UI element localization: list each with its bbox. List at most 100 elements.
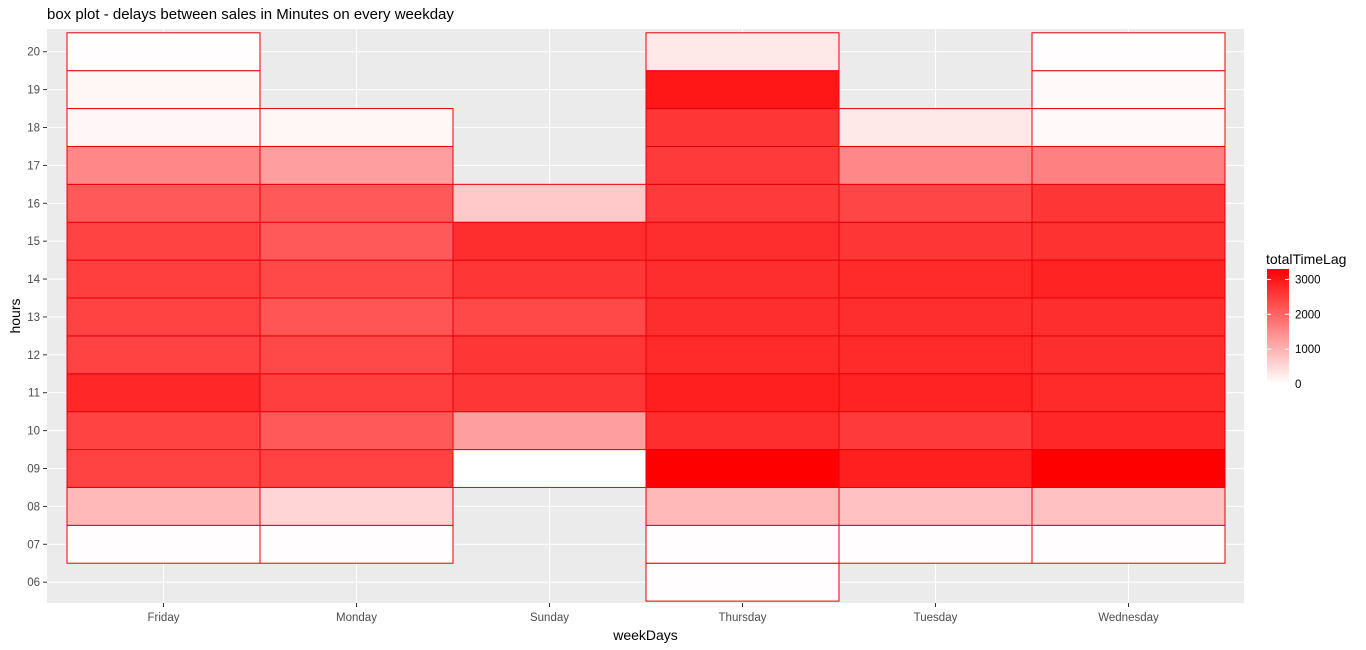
heatmap-cell [452, 411, 647, 451]
heatmap-cell [259, 486, 454, 526]
heatmap-cell [645, 297, 840, 337]
heatmap-cell [838, 221, 1033, 261]
heatmap-cell [259, 145, 454, 185]
y-tick-label: 06 [27, 577, 40, 589]
heatmap-cell [838, 335, 1033, 375]
heatmap-cell [452, 183, 647, 223]
heatmap-cell [838, 145, 1033, 185]
heatmap-cell [452, 259, 647, 299]
heatmap-cell [1031, 70, 1226, 110]
heatmap-cell [452, 335, 647, 375]
y-tick-label: 18 [27, 123, 40, 135]
chart-title: box plot - delays between sales in Minut… [47, 6, 454, 23]
y-tick-label: 08 [27, 501, 40, 513]
legend-tick-label: 3000 [1295, 274, 1321, 286]
heatmap-cell [259, 221, 454, 261]
heatmap-cell [66, 486, 261, 526]
heatmap-cell [645, 221, 840, 261]
heatmap-cell [645, 183, 840, 223]
heatmap-cell [1031, 183, 1226, 223]
heatmap-cell [66, 335, 261, 375]
heatmap-cell [838, 108, 1033, 147]
heatmap-cell [1031, 524, 1226, 564]
heatmap-cell [645, 145, 840, 185]
x-axis-title: weekDays [612, 627, 678, 643]
heatmap-cell [645, 373, 840, 413]
heatmap-cell [1031, 373, 1226, 413]
heatmap-cell [259, 259, 454, 299]
x-tick-label: Sunday [530, 612, 569, 624]
y-tick-label: 10 [27, 426, 40, 438]
y-tick-label: 17 [27, 160, 40, 172]
heatmap-cell [259, 335, 454, 375]
heatmap-cell [645, 486, 840, 526]
heatmap-cell [838, 449, 1033, 488]
heatmap-cell [1031, 449, 1226, 488]
y-axis: 06 07 08 09 10 11 12 13 14 15 16 17 18 19 20 [27, 47, 47, 589]
heatmap-cell [66, 524, 261, 564]
heatmap-cell [838, 524, 1033, 564]
heatmap-cell [66, 449, 261, 488]
heatmap-cell [1031, 335, 1226, 375]
heatmap-cell [66, 297, 261, 337]
legend-tick-label: 0 [1295, 379, 1301, 391]
heatmap-cells [66, 32, 1226, 602]
heatmap-cell [645, 108, 840, 147]
heatmap-cell [66, 221, 261, 261]
heatmap-cell [645, 70, 840, 110]
y-axis-title: hours [7, 298, 23, 333]
heatmap-cell [452, 297, 647, 337]
legend-tick-label: 2000 [1295, 309, 1321, 321]
heatmap-cell [1031, 145, 1226, 185]
heatmap-cell [838, 411, 1033, 451]
x-axis: Friday Monday Sunday Thursday Tuesday Wednesd… [148, 603, 1159, 624]
heatmap-cell [1031, 486, 1226, 526]
heatmap-cell [66, 70, 261, 110]
y-tick-label: 09 [27, 463, 40, 475]
heatmap-cell [838, 486, 1033, 526]
heatmap-cell [259, 411, 454, 451]
y-tick-label: 11 [28, 388, 40, 400]
x-tick-label: Thursday [719, 612, 767, 624]
heatmap-cell [259, 297, 454, 337]
heatmap-cell [66, 373, 261, 413]
heatmap-cell [259, 108, 454, 147]
y-tick-label: 12 [27, 350, 40, 362]
heatmap-cell [645, 32, 840, 72]
heatmap-cell [259, 373, 454, 413]
heatmap-cell [838, 259, 1033, 299]
heatmap-cell [66, 108, 261, 147]
heatmap-cell [645, 524, 840, 564]
heatmap-cell [838, 297, 1033, 337]
heatmap-cell [452, 221, 647, 261]
heatmap-cell [645, 562, 840, 602]
legend: totalTimeLag 0 1000 2000 3000 [1266, 251, 1346, 391]
heatmap-cell [1031, 297, 1226, 337]
y-tick-label: 20 [27, 47, 40, 59]
heatmap-cell [1031, 259, 1226, 299]
y-tick-label: 16 [27, 198, 40, 210]
heatmap-cell [645, 411, 840, 451]
heatmap-cell [66, 183, 261, 223]
heatmap-cell [259, 449, 454, 488]
heatmap-cell [645, 259, 840, 299]
heatmap-cell [259, 524, 454, 564]
y-tick-label: 14 [27, 274, 40, 286]
y-tick-label: 07 [27, 539, 40, 551]
x-tick-label: Monday [336, 612, 377, 624]
x-tick-label: Wednesday [1098, 612, 1159, 624]
heatmap-cell [66, 32, 261, 72]
heatmap-cell [1031, 32, 1226, 72]
heatmap-cell [452, 373, 647, 413]
y-tick-label: 15 [27, 236, 40, 248]
heatmap-cell [838, 373, 1033, 413]
heatmap-cell [452, 449, 647, 488]
heatmap-cell [645, 449, 840, 488]
heatmap-cell [66, 145, 261, 185]
x-tick-label: Friday [148, 612, 180, 624]
legend-title: totalTimeLag [1266, 251, 1346, 267]
y-tick-label: 19 [27, 85, 40, 97]
heatmap-cell [66, 259, 261, 299]
x-tick-label: Tuesday [914, 612, 958, 624]
